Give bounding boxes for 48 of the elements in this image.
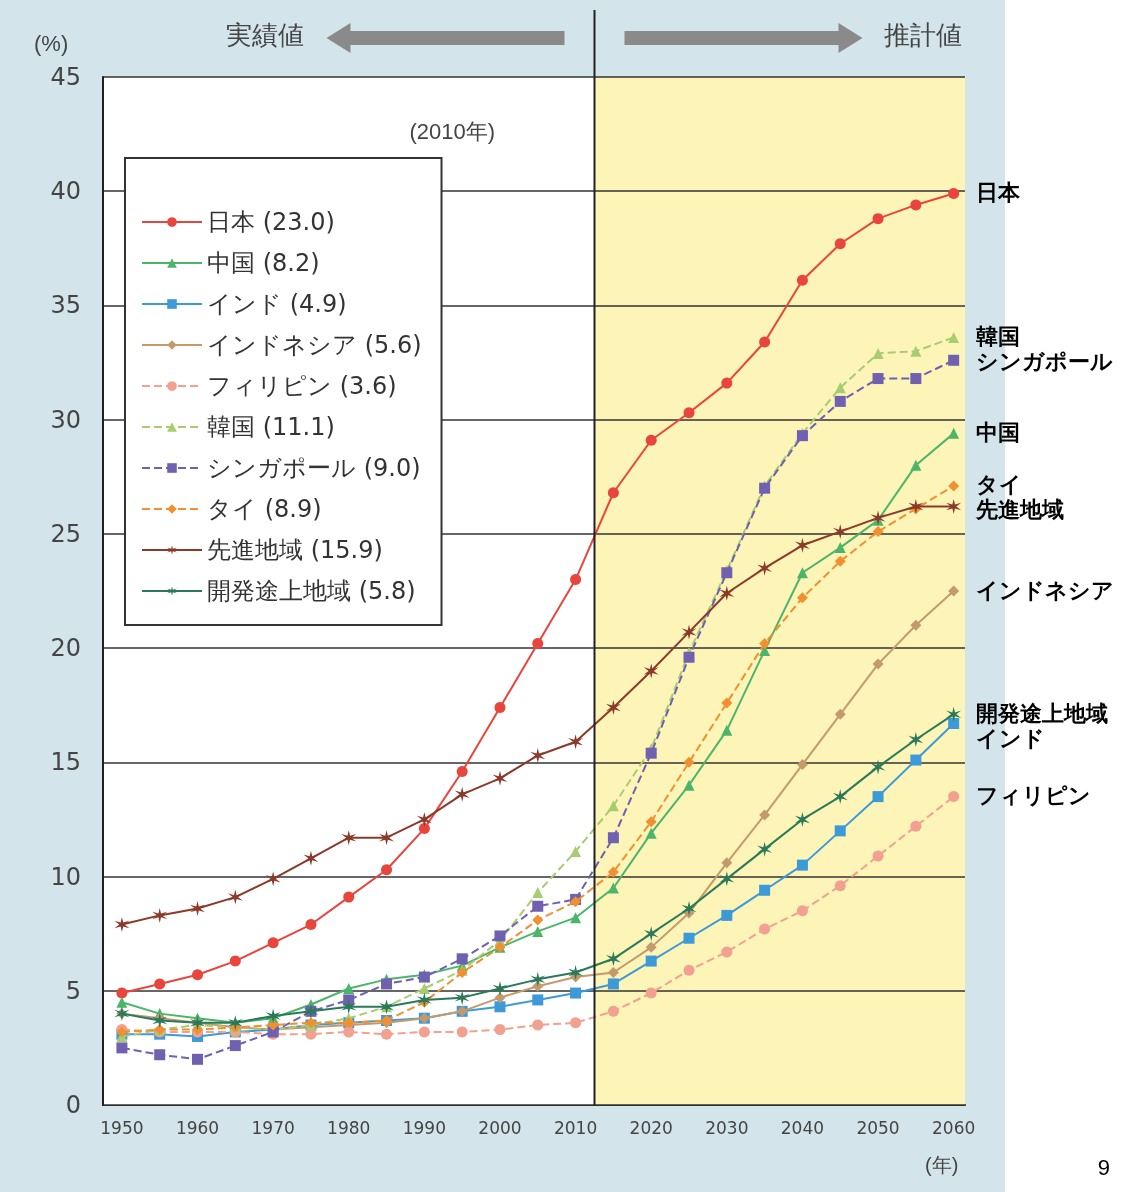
x-tick-label: 2030: [705, 1117, 749, 1138]
x-tick-label: 1950: [100, 1117, 144, 1138]
legend-title: (2010年): [409, 118, 495, 144]
y-tick-label: 40: [50, 177, 81, 206]
y-tick-label: 15: [50, 748, 81, 777]
x-axis-title: (年): [925, 1154, 959, 1176]
text: 韓国: [975, 323, 1020, 349]
y-tick-label: 25: [50, 519, 81, 548]
x-tick-label: 1990: [402, 1117, 446, 1138]
y-tick-label: 30: [50, 405, 81, 434]
legend-label: インドネシア (5.6): [207, 331, 422, 359]
text: インド: [975, 725, 1045, 751]
legend-label: 開発途上地域 (5.8): [207, 577, 416, 605]
text: 中国: [975, 419, 1020, 445]
text: 9: [1097, 1154, 1110, 1180]
legend-label: 先進地域 (15.9): [207, 536, 383, 564]
legend-label: 日本 (23.0): [207, 208, 335, 236]
text: 先進地域: [974, 497, 1064, 523]
y-tick-label: 35: [50, 291, 81, 320]
text: フィリピン: [975, 783, 1091, 809]
y-axis-title: (%): [34, 30, 69, 56]
band-label: 実績値: [226, 20, 305, 50]
y-tick-label: 10: [50, 862, 81, 891]
x-tick-label: 2040: [780, 1117, 825, 1138]
x-tick-label: 2000: [478, 1117, 522, 1138]
band-label: 推計値: [884, 20, 963, 50]
y-tick-label: 5: [65, 976, 81, 1005]
y-tick-label: 45: [50, 63, 81, 91]
x-tick-label: 2010: [553, 1117, 598, 1138]
legend-label: タイ (8.9): [207, 495, 322, 523]
x-tick-label: 1960: [175, 1117, 220, 1138]
y-tick-label: 20: [50, 634, 81, 663]
x-tick-label: 2020: [629, 1117, 673, 1138]
y-tick-label: 0: [65, 1091, 81, 1119]
x-tick-label: 2060: [932, 1117, 976, 1138]
legend-label: フィリピン (3.6): [207, 372, 397, 400]
text: 日本: [975, 180, 1021, 206]
text: 開発途上地域: [975, 700, 1108, 726]
legend-label: シンガポール (9.0): [207, 454, 421, 482]
text: シンガポール: [975, 348, 1113, 374]
legend-label: 中国 (8.2): [207, 249, 320, 277]
x-tick-label: 1970: [251, 1117, 295, 1138]
legend-label: インド (4.9): [207, 290, 347, 318]
legend-label: 韓国 (11.1): [207, 413, 335, 441]
x-tick-label: 2050: [856, 1117, 900, 1138]
text: タイ: [975, 472, 1022, 498]
text: インドネシア: [975, 577, 1114, 603]
x-tick-label: 1980: [327, 1117, 371, 1138]
